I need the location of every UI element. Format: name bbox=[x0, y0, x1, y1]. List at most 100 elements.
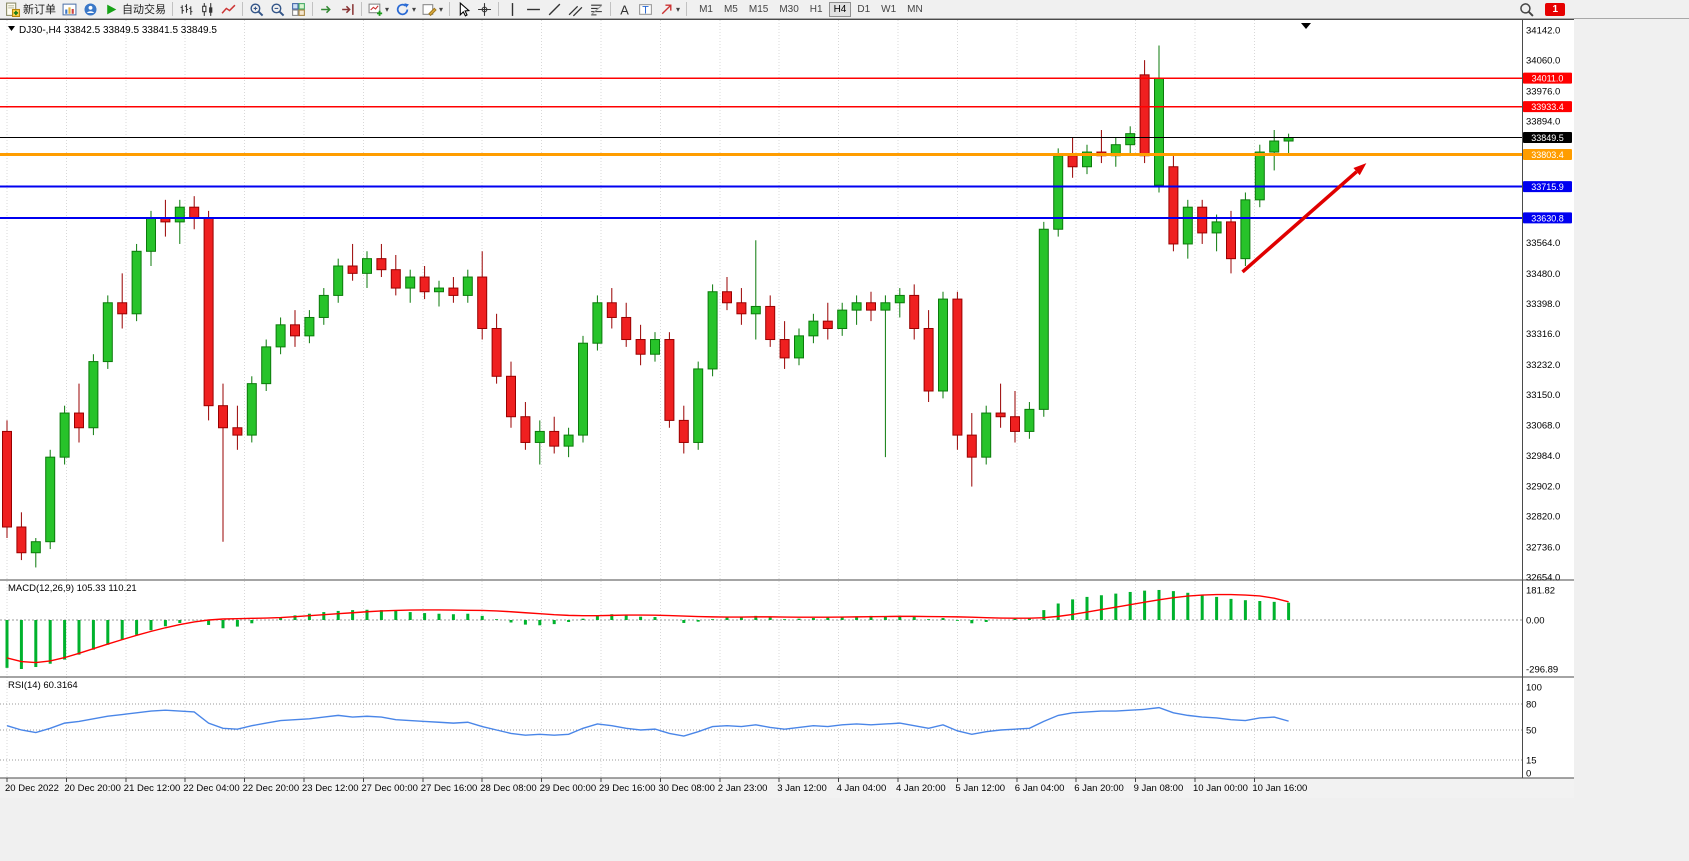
auto-trading-button[interactable]: 自动交易 bbox=[101, 1, 169, 18]
trendline-tool-button[interactable] bbox=[544, 1, 565, 18]
timeframe-m15-button[interactable]: M15 bbox=[748, 3, 769, 15]
indicators-caret-icon: ▾ bbox=[385, 4, 390, 14]
toolbar-separator bbox=[498, 2, 500, 16]
auto-trading-play-icon bbox=[107, 4, 117, 14]
svg-text:27 Dec 16:00: 27 Dec 16:00 bbox=[421, 783, 478, 794]
timeframe-mn-button[interactable]: MN bbox=[907, 3, 923, 15]
svg-text:33150.0: 33150.0 bbox=[1526, 390, 1560, 401]
svg-text:34011.0: 34011.0 bbox=[1532, 74, 1564, 84]
trendline-icon bbox=[548, 3, 561, 15]
timeframe-h1-button[interactable]: H1 bbox=[809, 3, 823, 15]
templates-icon bbox=[422, 3, 437, 16]
tile-windows-button[interactable] bbox=[288, 1, 309, 18]
svg-text:32902.0: 32902.0 bbox=[1526, 481, 1560, 492]
channel-tool-button[interactable] bbox=[565, 1, 586, 18]
horizontal-line-icon bbox=[527, 8, 540, 10]
svg-text:34060.0: 34060.0 bbox=[1526, 56, 1560, 67]
tile-windows-icon bbox=[292, 2, 305, 16]
timeframe-w1-button[interactable]: W1 bbox=[881, 3, 897, 15]
text-icon: A bbox=[620, 2, 629, 17]
candlestick-type-icon bbox=[202, 2, 213, 16]
svg-text:33398.0: 33398.0 bbox=[1526, 299, 1560, 310]
new-order-icon bbox=[6, 2, 20, 17]
charts-button[interactable] bbox=[59, 1, 80, 18]
templates-button[interactable]: ▾ bbox=[419, 1, 446, 18]
fibonacci-tool-button[interactable] bbox=[586, 1, 607, 18]
chart-title: DJ30-,H4 33842.5 33849.5 33841.5 33849.5 bbox=[19, 25, 217, 36]
toolbar-separator bbox=[361, 2, 362, 16]
svg-text:3 Jan 12:00: 3 Jan 12:00 bbox=[777, 783, 827, 794]
svg-text:T: T bbox=[642, 4, 649, 16]
auto-scroll-button[interactable] bbox=[316, 1, 337, 18]
price-tag: 34011.0 bbox=[1523, 72, 1572, 84]
toolbar-right-group: 1 bbox=[1516, 1, 1565, 18]
svg-text:0: 0 bbox=[1526, 769, 1531, 780]
vertical-line-tool-button[interactable] bbox=[502, 1, 523, 18]
zoom-out-button[interactable] bbox=[267, 1, 288, 18]
profiles-button[interactable] bbox=[80, 1, 101, 18]
svg-text:33849.5: 33849.5 bbox=[1531, 133, 1564, 143]
text-label-tool-button[interactable]: T bbox=[635, 1, 656, 18]
arrows-tool-button[interactable]: ▾ bbox=[656, 1, 683, 18]
candles-layer bbox=[2, 45, 1294, 568]
crosshair-tool-button[interactable] bbox=[474, 1, 495, 18]
timeframe-m1-button[interactable]: M1 bbox=[699, 3, 713, 15]
indicators-button[interactable]: ▾ bbox=[365, 1, 392, 18]
bar-chart-type-icon bbox=[180, 3, 193, 15]
price-axis: 34142.0 34060.0 33976.0 33894.0 33564.0 33480… bbox=[1523, 26, 1572, 584]
time-axis-strip bbox=[0, 778, 1574, 798]
price-tag: 33630.8 bbox=[1523, 212, 1572, 224]
new-order-button[interactable]: 新订单 bbox=[2, 1, 59, 18]
svg-text:33976.0: 33976.0 bbox=[1526, 87, 1560, 98]
svg-text:5 Jan 12:00: 5 Jan 12:00 bbox=[955, 783, 1005, 794]
search-button[interactable] bbox=[1516, 1, 1537, 18]
svg-text:80: 80 bbox=[1526, 700, 1537, 711]
price-tag: 33715.9 bbox=[1523, 181, 1572, 193]
macd-pane: 181.82 0.00 -296.89 MACD(12,26,9) 105.33 11… bbox=[0, 583, 1558, 675]
arrows-icon bbox=[661, 4, 672, 14]
toolbar-separator bbox=[172, 2, 173, 16]
cursor-tool-button[interactable] bbox=[453, 1, 474, 18]
svg-text:100: 100 bbox=[1526, 683, 1542, 694]
timeframe-h4-button[interactable]: H4 bbox=[828, 1, 852, 17]
trend-arrow bbox=[1241, 163, 1367, 274]
price-chart[interactable]: 20 Dec 2022 20 Dec 20:00 21 Dec 12:00 22 De… bbox=[0, 19, 1689, 861]
svg-text:33894.0: 33894.0 bbox=[1526, 117, 1560, 128]
notification-badge[interactable]: 1 bbox=[1545, 3, 1565, 16]
price-tag: 33933.4 bbox=[1523, 101, 1572, 113]
line-chart-type-button[interactable] bbox=[218, 1, 239, 18]
line-chart-type-icon bbox=[221, 4, 236, 14]
svg-text:32820.0: 32820.0 bbox=[1526, 511, 1560, 522]
svg-text:20 Dec 2022: 20 Dec 2022 bbox=[5, 783, 59, 794]
chart-shift-button[interactable] bbox=[337, 1, 358, 18]
svg-text:6 Jan 20:00: 6 Jan 20:00 bbox=[1074, 783, 1124, 794]
text-label-icon: T bbox=[639, 3, 652, 16]
timeframe-d1-button[interactable]: D1 bbox=[857, 3, 871, 15]
macd-label: MACD(12,26,9) 105.33 110.21 bbox=[8, 583, 137, 594]
chart-collapse-icon bbox=[8, 26, 15, 31]
chart-window-icon bbox=[62, 3, 77, 15]
vertical-line-icon bbox=[511, 2, 514, 16]
candlestick-type-button[interactable] bbox=[197, 1, 218, 18]
svg-text:27 Dec 00:00: 27 Dec 00:00 bbox=[361, 783, 418, 794]
svg-text:10 Jan 00:00: 10 Jan 00:00 bbox=[1193, 783, 1248, 794]
svg-text:4 Jan 20:00: 4 Jan 20:00 bbox=[896, 783, 946, 794]
toolbar: 新订单 自动交易 bbox=[0, 0, 1689, 19]
bar-chart-type-button[interactable] bbox=[176, 1, 197, 18]
svg-text:33232.0: 33232.0 bbox=[1526, 360, 1560, 371]
cycles-button[interactable]: ▾ bbox=[392, 1, 419, 18]
timeframe-m30-button[interactable]: M30 bbox=[779, 3, 799, 15]
svg-text:21 Dec 12:00: 21 Dec 12:00 bbox=[124, 783, 181, 794]
horizontal-line-tool-button[interactable] bbox=[523, 1, 544, 18]
svg-text:22 Dec 20:00: 22 Dec 20:00 bbox=[243, 783, 300, 794]
timeframe-m5-button[interactable]: M5 bbox=[723, 3, 738, 15]
svg-text:-296.89: -296.89 bbox=[1526, 664, 1558, 675]
text-tool-button[interactable]: A bbox=[614, 1, 635, 18]
svg-text:33564.0: 33564.0 bbox=[1526, 238, 1560, 249]
equidistant-channel-icon bbox=[568, 5, 583, 16]
auto-scroll-icon bbox=[321, 5, 331, 13]
svg-text:23 Dec 12:00: 23 Dec 12:00 bbox=[302, 783, 359, 794]
zoom-in-button[interactable] bbox=[246, 1, 267, 18]
svg-text:33933.4: 33933.4 bbox=[1531, 102, 1564, 112]
